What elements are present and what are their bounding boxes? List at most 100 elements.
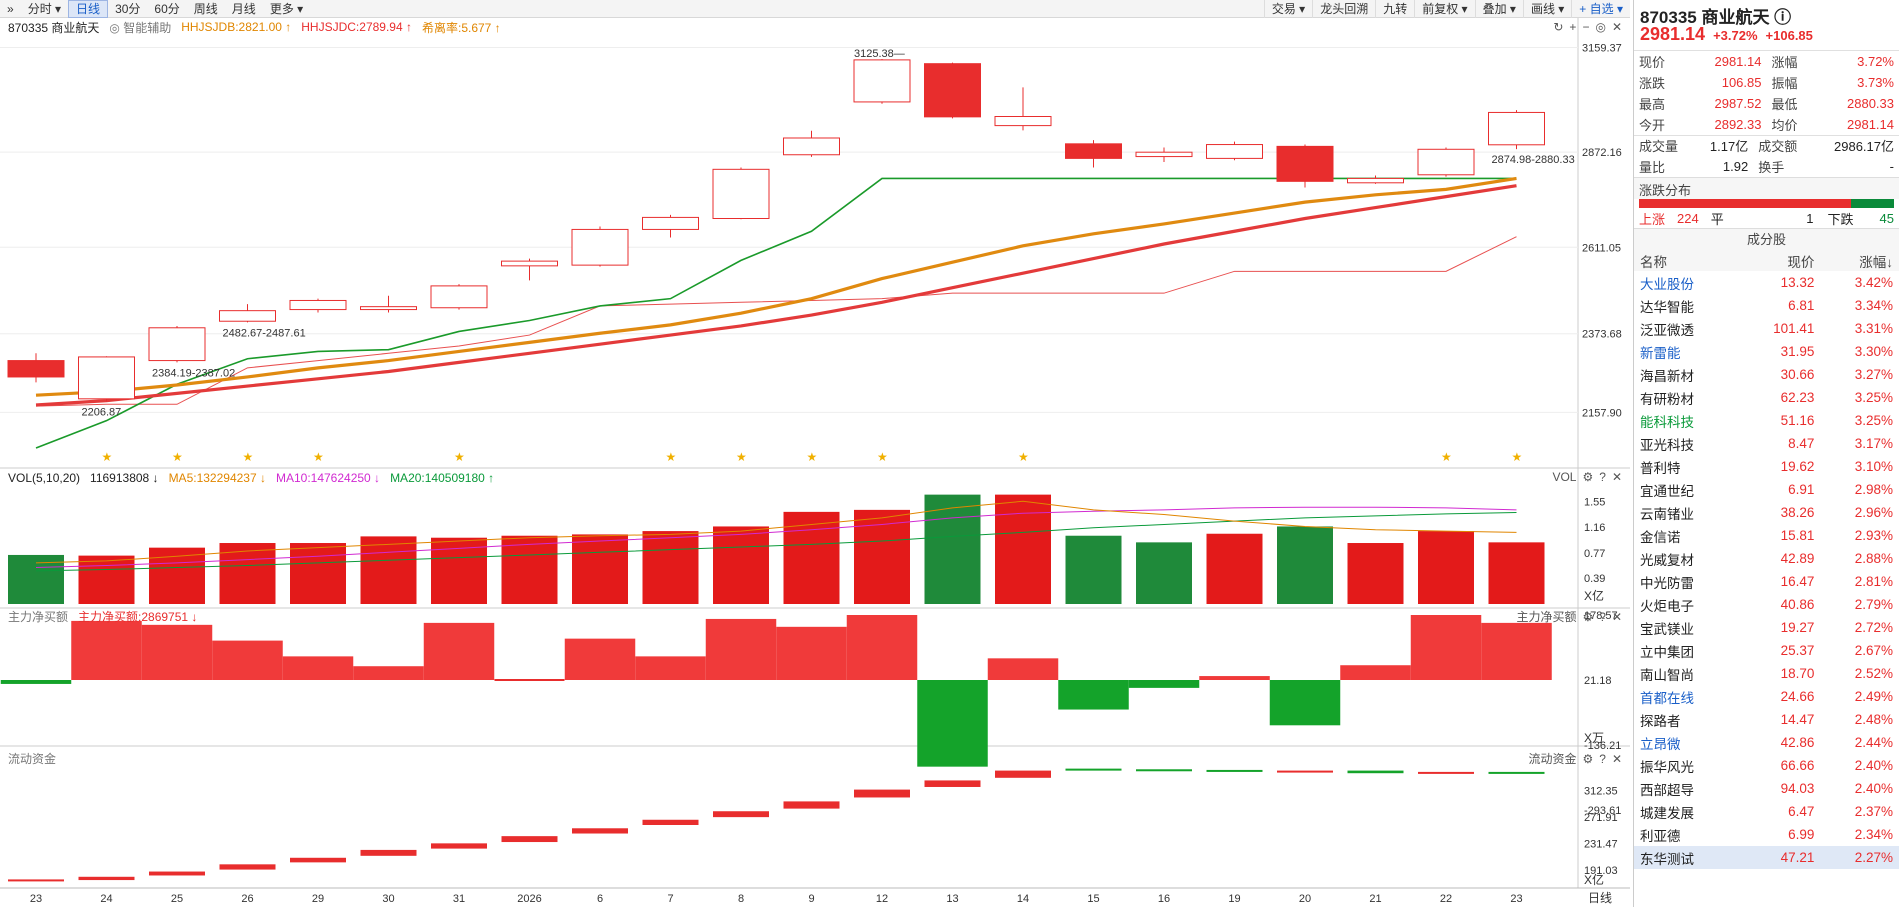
table-row[interactable]: 达华智能 6.81 3.34%: [1634, 294, 1899, 317]
table-row[interactable]: 宜通世纪 6.91 2.98%: [1634, 478, 1899, 501]
table-row[interactable]: 探路者 14.47 2.48%: [1634, 708, 1899, 731]
stock-name: 普利特: [1640, 460, 1681, 476]
table-row[interactable]: 中光防雷 16.47 2.81%: [1634, 570, 1899, 593]
candle-body: [1135, 151, 1193, 158]
toolbar-menu-button[interactable]: 九转: [1375, 0, 1414, 18]
volume-bar: [360, 536, 417, 604]
table-row[interactable]: 光威复材 42.89 2.88%: [1634, 547, 1899, 570]
smart-assist-toggle[interactable]: ◎ 智能辅助: [109, 20, 172, 35]
table-row[interactable]: 立昂微 42.86 2.44%: [1634, 731, 1899, 754]
flow-bar: [1481, 622, 1552, 680]
stock-price: 19.62: [1780, 459, 1815, 474]
table-row[interactable]: 火炬电子 40.86 2.79%: [1634, 593, 1899, 616]
add-watchlist-button[interactable]: + 自选 ▾: [1571, 0, 1630, 18]
table-row[interactable]: 西部超导 94.03 2.40%: [1634, 777, 1899, 800]
table-row[interactable]: 振华风光 66.66 2.40%: [1634, 754, 1899, 777]
table-row[interactable]: 泛亚微透 101.41 3.31%: [1634, 317, 1899, 340]
table-row[interactable]: 海昌新材 30.66 3.27%: [1634, 363, 1899, 386]
liquidity-bar: [1065, 768, 1122, 771]
close-icon[interactable]: ✕: [1611, 470, 1622, 484]
volume-bar: [924, 494, 981, 604]
quote-panel: 870335 商业航天 ⓘ 2981.14 +3.72% +106.85 现价 2…: [1633, 0, 1899, 907]
period-tab[interactable]: 日线: [68, 0, 109, 18]
table-row[interactable]: 亚光科技 8.47 3.17%: [1634, 432, 1899, 455]
flow-tick-label: 21.18: [1584, 675, 1612, 687]
period-tab[interactable]: 分时 ▾: [27, 1, 62, 16]
table-row[interactable]: 大业股份 13.32 3.42%: [1634, 271, 1899, 294]
toolbar-menu-button[interactable]: 叠加 ▾: [1474, 0, 1523, 18]
stock-name: 海昌新材: [1640, 368, 1694, 384]
period-tab[interactable]: 月线: [231, 1, 256, 16]
star-marker: ★: [172, 450, 183, 464]
table-row[interactable]: 普利特 19.62 3.10%: [1634, 455, 1899, 478]
column-header[interactable]: 现价: [1737, 250, 1821, 271]
candle-body: [1065, 143, 1122, 159]
candle-body: [7, 360, 65, 378]
table-row[interactable]: 有研粉材 62.23 3.25%: [1634, 386, 1899, 409]
column-header[interactable]: 涨幅↓: [1820, 250, 1899, 271]
table-row[interactable]: 东华测试 47.21 2.27%: [1634, 846, 1899, 869]
table-row[interactable]: 利亚德 6.99 2.34%: [1634, 823, 1899, 846]
toolbar-menu-button[interactable]: 龙头回溯: [1312, 0, 1375, 18]
table-row[interactable]: 宝武镁业 19.27 2.72%: [1634, 616, 1899, 639]
volume-bar: [572, 534, 628, 604]
close-icon[interactable]: ✕: [1611, 20, 1622, 34]
period-tab[interactable]: 30分: [115, 1, 141, 16]
vol-label: VOL(5,10,20): [8, 471, 81, 485]
quote-key: 成交量: [1639, 139, 1679, 155]
kline-chart[interactable]: 3159.37 2872.16 2611.05 2373.68 2157.90 3125.…: [0, 18, 1630, 907]
table-row[interactable]: 云南锗业 38.26 2.96%: [1634, 501, 1899, 524]
quote-value: -: [1889, 159, 1894, 174]
stock-name: 亚光科技: [1640, 437, 1694, 453]
liquidity-bar: [1488, 771, 1545, 774]
chart-toolbar: » 分时 ▾ 日线 30分 60分 周线 月线 更多 ▾ 交易 ▾ 龙头回溯 九转 前复权 ▾ 叠加…: [0, 0, 1630, 18]
stock-change: 2.93%: [1854, 528, 1893, 543]
period-tab[interactable]: 周线: [193, 1, 218, 16]
stock-price: 15.81: [1780, 528, 1815, 543]
zoom-out-icon[interactable]: −: [1582, 20, 1590, 34]
liquidity-bar: [713, 811, 769, 818]
red-indicator-line: [35, 184, 1517, 407]
table-row[interactable]: 城建发展 6.47 2.37%: [1634, 800, 1899, 823]
current-price: 2981.14: [1640, 24, 1706, 44]
period-tab[interactable]: 60分: [154, 1, 180, 16]
table-row[interactable]: 首都在线 24.66 2.49%: [1634, 685, 1899, 708]
zoom-in-icon[interactable]: +: [1569, 20, 1577, 34]
table-row[interactable]: 能科科技 51.16 3.25%: [1634, 409, 1899, 432]
table-row[interactable]: 新雷能 31.95 3.30%: [1634, 340, 1899, 363]
period-tab[interactable]: 更多 ▾: [269, 1, 304, 16]
date-tick-label: 7: [667, 893, 673, 905]
liquidity-bar: [290, 857, 346, 863]
help-icon[interactable]: ?: [1599, 609, 1606, 624]
range-annotation: 2206.87: [82, 406, 122, 418]
down-count: 45: [1879, 210, 1894, 226]
collapse-icon[interactable]: »: [7, 1, 14, 16]
price-tick-label: 2157.90: [1582, 407, 1622, 419]
table-row[interactable]: 南山智尚 18.70 2.52%: [1634, 662, 1899, 685]
help-icon[interactable]: ?: [1599, 751, 1606, 766]
toolbar-menu-button[interactable]: 交易 ▾: [1263, 0, 1312, 18]
table-row[interactable]: 立中集团 25.37 2.67%: [1634, 639, 1899, 662]
flow-bar: [635, 656, 706, 680]
quote-value: 2981.14: [1847, 116, 1894, 132]
stock-change: 3.27%: [1854, 367, 1893, 382]
flow-bar: [353, 666, 424, 680]
close-icon[interactable]: ✕: [1611, 609, 1622, 624]
stock-change: 3.31%: [1854, 321, 1893, 336]
help-icon[interactable]: ?: [1599, 470, 1606, 484]
candle-body: [78, 356, 135, 400]
toolbar-menu-button[interactable]: 画线 ▾: [1522, 0, 1571, 18]
column-header[interactable]: 名称: [1634, 250, 1738, 271]
close-icon[interactable]: ✕: [1611, 751, 1622, 766]
star-marker: ★: [1441, 450, 1452, 464]
refresh-icon[interactable]: ↻: [1553, 20, 1564, 34]
flow-value: 主力净买额:2869751 ↓: [78, 609, 198, 624]
toolbar-menu-button[interactable]: 前复权 ▾: [1414, 0, 1474, 18]
settings-icon[interactable]: ⚙: [1582, 751, 1594, 766]
table-row[interactable]: 金信诺 15.81 2.93%: [1634, 524, 1899, 547]
settings-icon[interactable]: ⚙: [1582, 470, 1594, 484]
settings-icon[interactable]: ⚙: [1582, 609, 1594, 624]
target-icon[interactable]: ◎: [1595, 20, 1606, 34]
stock-name: 探路者: [1640, 713, 1681, 729]
indicator-hhjsjdc: HHJSJDC:2789.94 ↑: [301, 20, 412, 34]
